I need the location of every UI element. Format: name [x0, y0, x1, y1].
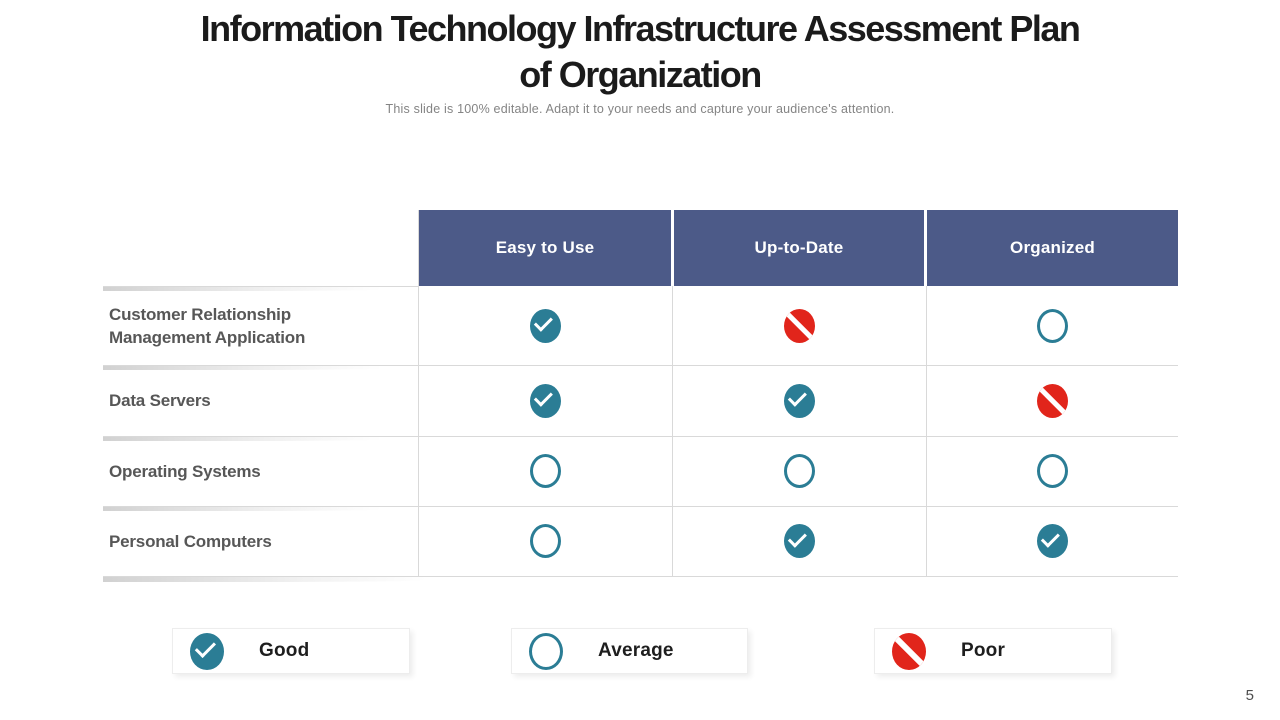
rating-cell [672, 287, 926, 364]
table-row: Customer Relationship Management Applica… [103, 287, 1178, 364]
grid-line [103, 286, 418, 287]
grid-line [418, 210, 419, 577]
rating-cell [926, 507, 1178, 575]
grid-line [103, 436, 1178, 437]
good-icon [529, 308, 561, 343]
average-icon [783, 454, 815, 488]
row-divider-shadow [103, 437, 413, 441]
row-label: Operating Systems [103, 437, 418, 505]
row-divider-shadow [103, 507, 413, 511]
average-icon [529, 454, 561, 488]
poor-icon [783, 308, 815, 343]
rating-cell [418, 507, 672, 575]
page-title: Information Technology Infrastructure As… [0, 6, 1280, 98]
column-header-up-to-date: Up-to-Date [674, 210, 924, 286]
good-icon [1036, 524, 1068, 558]
rating-cell [926, 287, 1178, 364]
row-divider-shadow [103, 577, 463, 582]
rating-cell [926, 366, 1178, 435]
grid-line [672, 286, 673, 577]
table-row: Data Servers [103, 366, 1178, 435]
poor-icon [1036, 383, 1068, 418]
rating-cell [418, 287, 672, 364]
row-label-text: Customer Relationship Management Applica… [109, 304, 306, 347]
row-label: Customer Relationship Management Applica… [103, 287, 418, 364]
good-icon [783, 524, 815, 558]
good-icon [783, 383, 815, 418]
grid-line [926, 286, 927, 577]
row-divider-shadow [103, 366, 413, 370]
grid-line [103, 576, 1178, 577]
row-label-text: Operating Systems [109, 461, 261, 481]
row-label: Personal Computers [103, 507, 418, 575]
row-divider-shadow [103, 287, 413, 291]
table-row: Personal Computers [103, 507, 1178, 575]
column-header-organized: Organized [927, 210, 1178, 286]
column-header-easy-to-use: Easy to Use [419, 210, 671, 286]
page-title-line2: of Organization [519, 54, 762, 95]
legend-item-poor: Poor [874, 628, 1112, 674]
average-icon [529, 632, 563, 670]
average-icon [1036, 308, 1068, 343]
legend-label: Average [598, 640, 674, 661]
page-number: 5 [1245, 687, 1254, 704]
rating-cell [672, 366, 926, 435]
good-icon [529, 383, 561, 418]
row-label-text: Data Servers [109, 391, 211, 410]
legend-label: Poor [961, 640, 1006, 661]
average-icon [529, 524, 561, 558]
row-label: Data Servers [103, 366, 418, 435]
average-icon [1036, 454, 1068, 488]
legend-item-good: Good [172, 628, 410, 674]
good-icon [190, 632, 224, 670]
grid-line [103, 365, 1178, 366]
grid-line [103, 506, 1178, 507]
rating-cell [418, 366, 672, 435]
rating-cell [672, 437, 926, 505]
poor-icon [892, 632, 926, 670]
slide-subtitle: This slide is 100% editable. Adapt it to… [385, 102, 895, 116]
rating-cell [926, 437, 1178, 505]
rating-cell [672, 507, 926, 575]
table-row: Operating Systems [103, 437, 1178, 505]
assessment-table-header: Easy to Use Up-to-Date Organized [419, 210, 1178, 286]
page-title-line1: Information Technology Infrastructure As… [200, 8, 1081, 49]
row-label-text: Personal Computers [109, 531, 272, 551]
legend-item-average: Average [511, 628, 748, 674]
rating-cell [418, 437, 672, 505]
legend-label: Good [259, 640, 310, 661]
